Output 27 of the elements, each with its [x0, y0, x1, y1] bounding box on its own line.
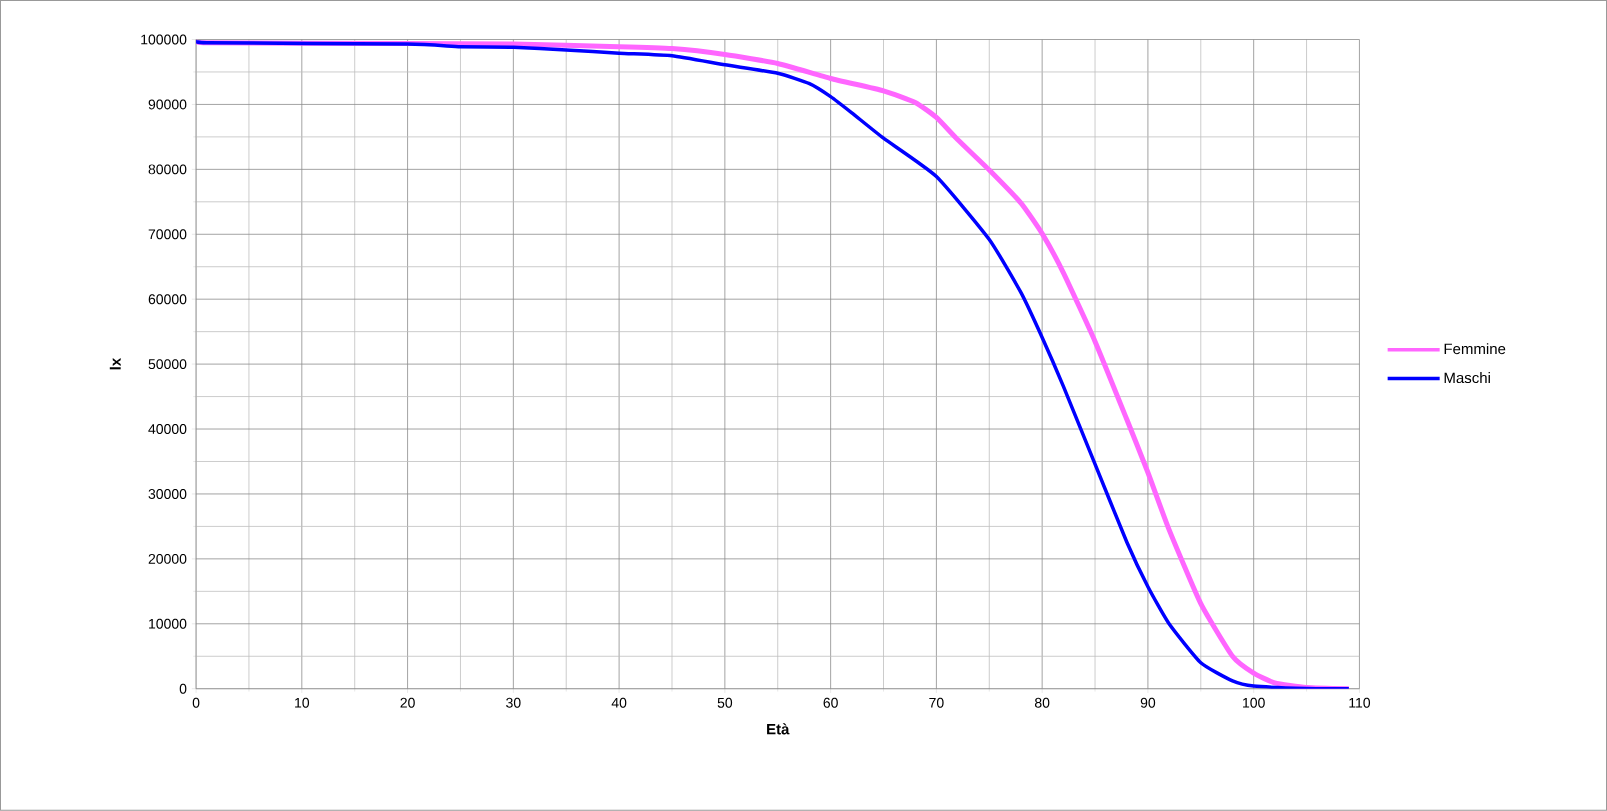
x-axis-title: Età [767, 723, 790, 735]
y-tick-label: 40000 [148, 424, 187, 435]
x-tick-label: 40 [611, 697, 627, 708]
x-tick-label: 70 [929, 697, 944, 708]
y-tick-label: 50000 [148, 359, 187, 370]
x-tick-label: 30 [506, 697, 521, 708]
x-tick-label: 60 [823, 697, 838, 708]
x-tick-label: 0 [192, 697, 200, 708]
y-axis-title: lx [109, 358, 121, 370]
y-tick-label: 10000 [149, 618, 187, 629]
x-tick-label: 80 [1034, 697, 1050, 708]
y-tick-label: 70000 [148, 229, 187, 240]
x-tick-label: 110 [1349, 697, 1371, 708]
legend-label: Maschi [1444, 372, 1490, 384]
x-tick-label: 100 [1243, 697, 1265, 708]
y-tick-label: 80000 [148, 164, 187, 175]
x-tick-label: 50 [717, 697, 733, 708]
y-tick-label: 100000 [141, 34, 187, 45]
y-tick-label: 90000 [148, 99, 187, 110]
x-tick-label: 20 [400, 697, 415, 708]
legend-label: Femmine [1444, 343, 1506, 355]
x-tick-label: 10 [295, 697, 310, 708]
y-tick-label: 20000 [148, 554, 187, 564]
y-tick-label: 60000 [148, 294, 187, 305]
x-tick-label: 90 [1140, 697, 1156, 708]
y-tick-label: 0 [179, 683, 187, 694]
y-tick-label: 30000 [148, 489, 187, 500]
